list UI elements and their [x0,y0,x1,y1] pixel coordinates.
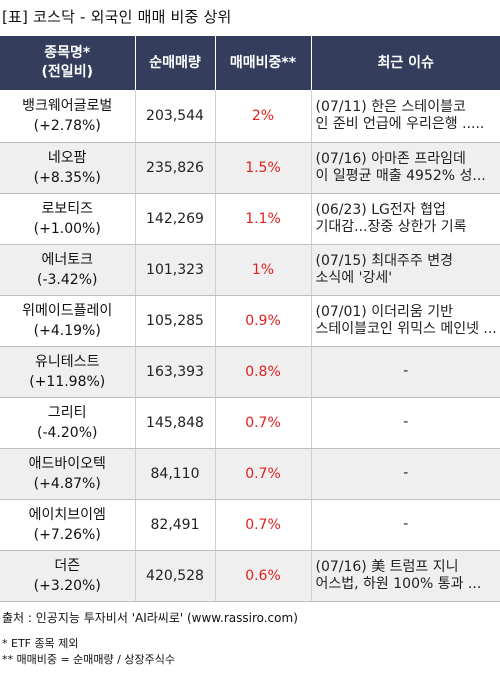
stock-name: 애드바이오텍 [28,455,106,472]
stock-name: 에이치브이엠 [28,506,106,523]
stock-name-cell: 그리티 (-4.20%) [0,397,136,449]
table-row: 로보티즈 (+1.00%) 142,269 1.1% (06/23) LG전자 협업 기대… [0,193,500,245]
stock-change: (+8.35%) [33,169,101,186]
header-net-volume: 순매매량 [135,36,216,90]
trade-ratio-cell: 0.9% [215,295,312,347]
issue-line-1: (07/15) 최대주주 변경 [315,252,453,269]
issue-line-1: (07/16) 美 트럼프 지니 [315,558,459,575]
stock-name: 위메이드플레이 [22,302,113,319]
recent-issue-cell: (07/01) 이더리움 기반 스테이블코인 위믹스 메인넷 ... [311,295,500,347]
stock-name: 유니테스트 [35,353,100,370]
net-volume-cell: 105,285 [135,295,216,347]
trade-ratio-cell: 1.5% [215,142,312,194]
stock-name-cell: 네오팜 (+8.35%) [0,142,136,194]
stock-name-cell: 더즌 (+3.20%) [0,550,136,602]
trade-ratio-cell: 0.8% [215,346,312,398]
stock-name-cell: 애드바이오텍 (+4.87%) [0,448,136,500]
header-trade-ratio: 매매비중** [215,36,312,90]
table-row: 더즌 (+3.20%) 420,528 0.6% (07/16) 美 트럼프 지니 어스법… [0,550,500,602]
table-row: 애드바이오텍 (+4.87%) 84,110 0.7% - [0,448,500,500]
net-volume-cell: 235,826 [135,142,216,194]
stock-name: 그리티 [47,404,87,421]
net-volume-cell: 145,848 [135,397,216,449]
stock-change: (-3.42%) [37,271,98,288]
footnote-ratio: ** 매매비중 = 순매매량 / 상장주식수 [2,653,175,666]
issue-line-2: 이 일평균 매출 4952% 성... [315,167,486,184]
recent-issue-cell: (07/11) 한은 스테이블코 인 준비 언급에 우리은행 ..... [311,90,500,143]
trade-ratio-cell: 0.7% [215,499,312,551]
stock-change: (-4.20%) [37,424,98,441]
issue-line-1: (07/16) 아마존 프라임데 [315,150,466,167]
header-recent-issue: 최근 이슈 [311,36,500,90]
table-row: 위메이드플레이 (+4.19%) 105,285 0.9% (07/01) 이더리움 기… [0,295,500,347]
issue-line-2: 기대감...장중 상한가 기록 [315,218,467,235]
issue-line-2: 어스법, 하원 100% 통과 ... [315,575,482,592]
stock-change: (+4.19%) [33,322,101,339]
stock-name: 더즌 [54,557,81,574]
stock-name-cell: 에이치브이엠 (+7.26%) [0,499,136,551]
recent-issue-cell: (07/16) 美 트럼프 지니 어스법, 하원 100% 통과 ... [311,550,500,602]
trade-ratio-cell: 0.7% [215,397,312,449]
stock-name: 에너토크 [41,251,94,268]
stock-change: (+4.87%) [33,475,101,492]
recent-issue-cell: (07/16) 아마존 프라임데 이 일평균 매출 4952% 성... [311,142,500,194]
stock-name: 뱅크웨어글로벌 [22,97,113,114]
header-stock-name-line1: 종목명* [44,45,91,61]
issue-line-1: (07/01) 이더리움 기반 [315,303,453,320]
net-volume-cell: 84,110 [135,448,216,500]
issue-line-1: - [403,363,409,379]
issue-line-2: 스테이블코인 위믹스 메인넷 ... [315,320,497,337]
net-volume-cell: 420,528 [135,550,216,602]
issue-line-2: 소식에 '강세' [315,269,393,286]
table-row: 에이치브이엠 (+7.26%) 82,491 0.7% - [0,499,500,551]
recent-issue-cell: - [311,397,500,449]
issue-line-1: - [403,516,409,532]
stock-change: (+7.26%) [33,526,101,543]
net-volume-cell: 203,544 [135,90,216,143]
issue-line-1: (06/23) LG전자 협업 [315,201,446,218]
trade-ratio-cell: 0.7% [215,448,312,500]
recent-issue-cell: - [311,448,500,500]
table-row: 네오팜 (+8.35%) 235,826 1.5% (07/16) 아마존 프라임데 이 … [0,142,500,194]
issue-line-2: 인 준비 언급에 우리은행 ..... [315,115,485,132]
stock-change: (+2.78%) [33,117,101,134]
stock-change: (+3.20%) [33,577,101,594]
trade-ratio-cell: 1.1% [215,193,312,245]
trade-ratio-cell: 2% [215,90,312,143]
recent-issue-cell: (06/23) LG전자 협업 기대감...장중 상한가 기록 [311,193,500,245]
header-stock-name: 종목명* (전일비) [0,36,136,90]
recent-issue-cell: - [311,499,500,551]
stock-change: (+11.98%) [29,373,106,390]
net-volume-cell: 163,393 [135,346,216,398]
stock-name: 네오팜 [47,149,87,166]
issue-line-1: (07/11) 한은 스테이블코 [315,98,466,115]
source-text: 출처 : 인공지능 투자비서 'AI라씨로' (www.rassiro.com) [2,611,298,625]
recent-issue-cell: - [311,346,500,398]
foreign-trading-table: 종목명* (전일비) 순매매량 매매비중** 최근 이슈 뱅크웨어글로벌 (+2.… [0,36,500,602]
stock-name-cell: 유니테스트 (+11.98%) [0,346,136,398]
page-title: [표] 코스닥 - 외국인 매매 비중 상위 [2,8,232,26]
header-stock-name-line2: (전일비) [41,64,93,80]
table-row: 그리티 (-4.20%) 145,848 0.7% - [0,397,500,449]
table-row: 뱅크웨어글로벌 (+2.78%) 203,544 2% (07/11) 한은 스테이블코… [0,90,500,143]
table-row: 유니테스트 (+11.98%) 163,393 0.8% - [0,346,500,398]
trade-ratio-cell: 0.6% [215,550,312,602]
stock-name-cell: 로보티즈 (+1.00%) [0,193,136,245]
trade-ratio-cell: 1% [215,244,312,296]
stock-name-cell: 에너토크 (-3.42%) [0,244,136,296]
issue-line-1: - [403,465,409,481]
issue-line-1: - [403,414,409,430]
net-volume-cell: 142,269 [135,193,216,245]
net-volume-cell: 101,323 [135,244,216,296]
net-volume-cell: 82,491 [135,499,216,551]
stock-name: 로보티즈 [41,200,94,217]
footnotes: * ETF 종목 제외 ** 매매비중 = 순매매량 / 상장주식수 [2,636,175,668]
footnote-etf: * ETF 종목 제외 [2,637,79,650]
table-header-row: 종목명* (전일비) 순매매량 매매비중** 최근 이슈 [0,36,500,90]
stock-name-cell: 뱅크웨어글로벌 (+2.78%) [0,90,136,143]
stock-change: (+1.00%) [33,220,101,237]
stock-name-cell: 위메이드플레이 (+4.19%) [0,295,136,347]
table-row: 에너토크 (-3.42%) 101,323 1% (07/15) 최대주주 변경 소식에 … [0,244,500,296]
recent-issue-cell: (07/15) 최대주주 변경 소식에 '강세' [311,244,500,296]
